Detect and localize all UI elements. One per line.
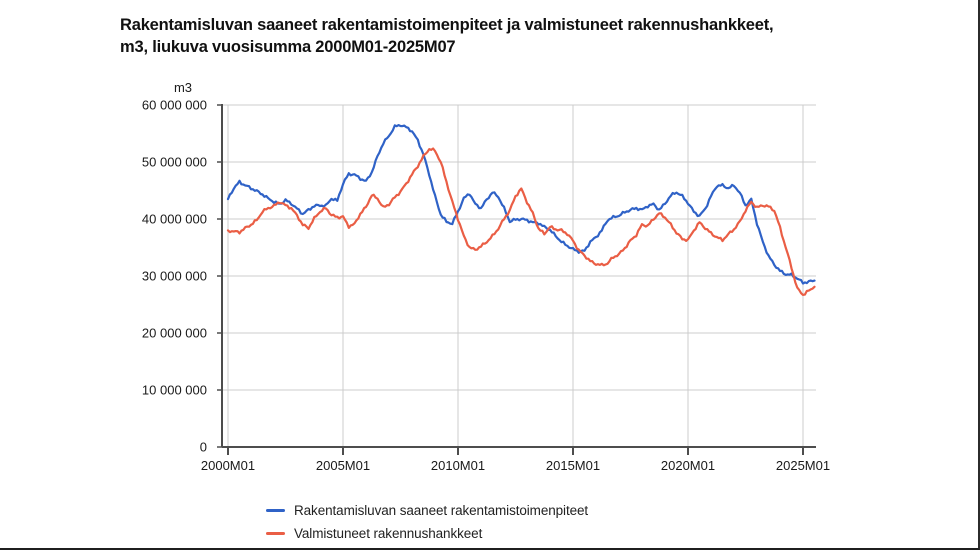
y-tick-label: 0 [200,440,207,455]
y-tick-label: 60 000 000 [142,98,207,113]
x-tick-label: 2000M01 [201,458,255,473]
series-line-0 [226,123,816,285]
legend-line-swatch-completed [266,531,285,535]
x-tick-label: 2015M01 [546,458,600,473]
y-tick-label: 20 000 000 [142,326,207,341]
series-line-1 [226,147,816,296]
chart-title: Rakentamisluvan saaneet rakentamistoimen… [120,15,840,59]
chart-title-line-2: m3, liukuva vuosisumma 2000M01-2025M07 [120,37,456,56]
chart-legend: Rakentamisluvan saaneet rakentamistoimen… [266,499,588,544]
y-tick-label: 10 000 000 [142,383,207,398]
x-tick-label: 2005M01 [316,458,370,473]
y-axis-unit-label: m3 [174,80,192,95]
legend-label-permits: Rakentamisluvan saaneet rakentamistoimen… [294,502,589,518]
y-tick-label: 30 000 000 [142,269,207,284]
legend-label-completed: Valmistuneet rakennushankkeet [294,525,483,541]
legend-line-swatch-permits [266,508,285,512]
y-tick-label: 50 000 000 [142,155,207,170]
y-tick-label: 40 000 000 [142,212,207,227]
x-tick-label: 2010M01 [431,458,485,473]
legend-item-completed: Valmistuneet rakennushankkeet [266,522,588,544]
x-tick-label: 2025M01 [776,458,830,473]
x-tick-label: 2020M01 [661,458,715,473]
legend-item-permits: Rakentamisluvan saaneet rakentamistoimen… [266,499,588,521]
chart-title-line-1: Rakentamisluvan saaneet rakentamistoimen… [120,16,774,34]
